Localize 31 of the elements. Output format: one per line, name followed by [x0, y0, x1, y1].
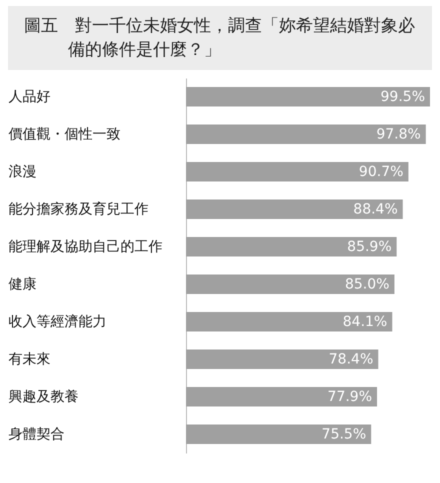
bar [186, 236, 397, 257]
bar [186, 312, 392, 332]
bar [186, 274, 394, 294]
data-label: 88.4% [353, 201, 398, 218]
y-tick-label: 價值觀・個性一致 [8, 126, 120, 142]
bar [186, 124, 426, 144]
y-tick-label: 有未來 [8, 351, 50, 368]
data-label: 84.1% [342, 314, 388, 330]
y-tick-label: 興趣及教養 [8, 388, 78, 405]
data-label: 77.9% [328, 388, 372, 405]
data-label: 85.0% [344, 276, 390, 292]
bar [186, 424, 372, 444]
y-tick-label: 浪漫 [8, 164, 36, 180]
data-label: 75.5% [322, 426, 366, 442]
y-tick-label: 人品好 [8, 88, 50, 105]
y-tick-label: 身體契合 [8, 426, 64, 442]
data-label: 99.5% [380, 88, 425, 105]
y-tick-label: 收入等經濟能力 [8, 314, 106, 330]
bar [186, 386, 378, 407]
data-label: 90.7% [358, 164, 404, 180]
data-label: 78.4% [328, 351, 374, 368]
y-tick-label: 能理解及協助自己的工作 [8, 238, 162, 255]
bar [186, 162, 408, 182]
y-tick-label: 能分擔家務及育兒工作 [8, 200, 148, 218]
data-label: 85.9% [347, 238, 392, 255]
data-label: 97.8% [376, 126, 421, 142]
bar [186, 349, 378, 370]
bar [186, 86, 430, 107]
chart-title: 圖五 對一千位未婚女性，調查「妳希望結婚對象必備的條件是什麼？」 [8, 6, 432, 70]
y-tick-label: 健康 [8, 276, 36, 292]
bar [186, 199, 403, 220]
